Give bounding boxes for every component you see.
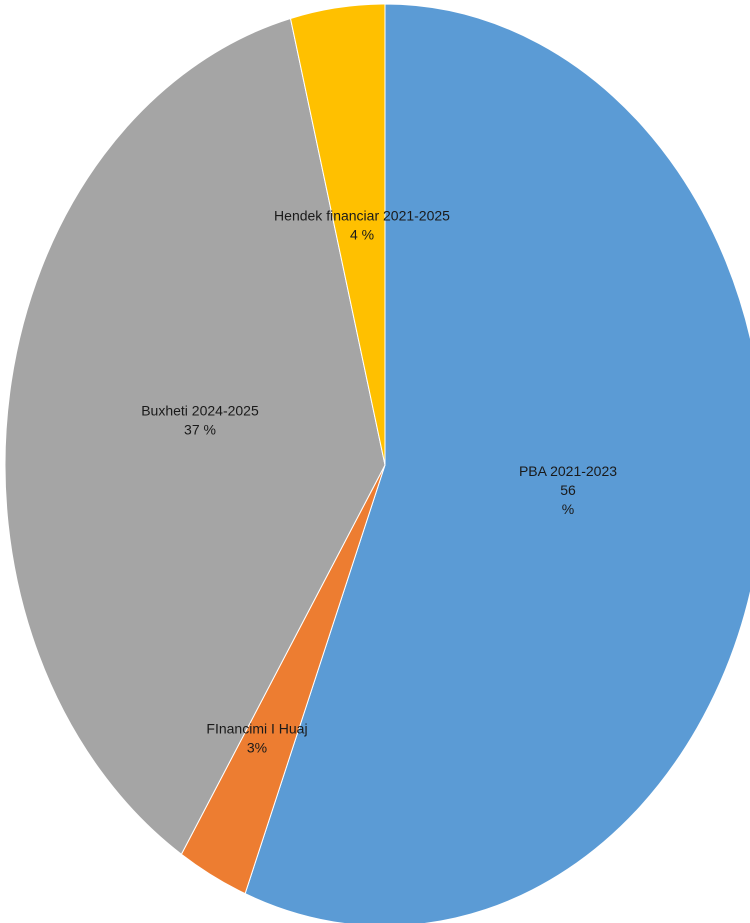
pie-slice [244,3,750,923]
pie-slice [289,3,386,466]
slice-label-line: FInancimi I Huaj [206,721,307,737]
slice-label-line: PBA 2021-2023 [519,463,617,479]
slice-label-line: % [562,501,574,517]
slice-label: Buxheti 2024-2025 37 % [141,403,259,438]
slice-label: Hendek financiar 2021-2025 4 % [274,208,450,243]
pie-slice [4,17,386,856]
slice-labels: PBA 2021-2023 56 % FInancimi I Huaj 3% Buxhet… [141,208,617,756]
pie-slices [4,3,750,923]
slice-label-line: Hendek financiar 2021-2025 [274,208,450,224]
slice-label-line: Buxheti 2024-2025 [141,403,259,419]
slice-label-line: 37 % [184,422,216,438]
slice-label-line: 3% [247,740,267,756]
slice-label-line: 4 % [350,227,374,243]
slice-label: FInancimi I Huaj 3% [206,721,307,756]
slice-label-line: 56 [560,482,576,498]
slice-label: PBA 2021-2023 56% [519,463,617,517]
